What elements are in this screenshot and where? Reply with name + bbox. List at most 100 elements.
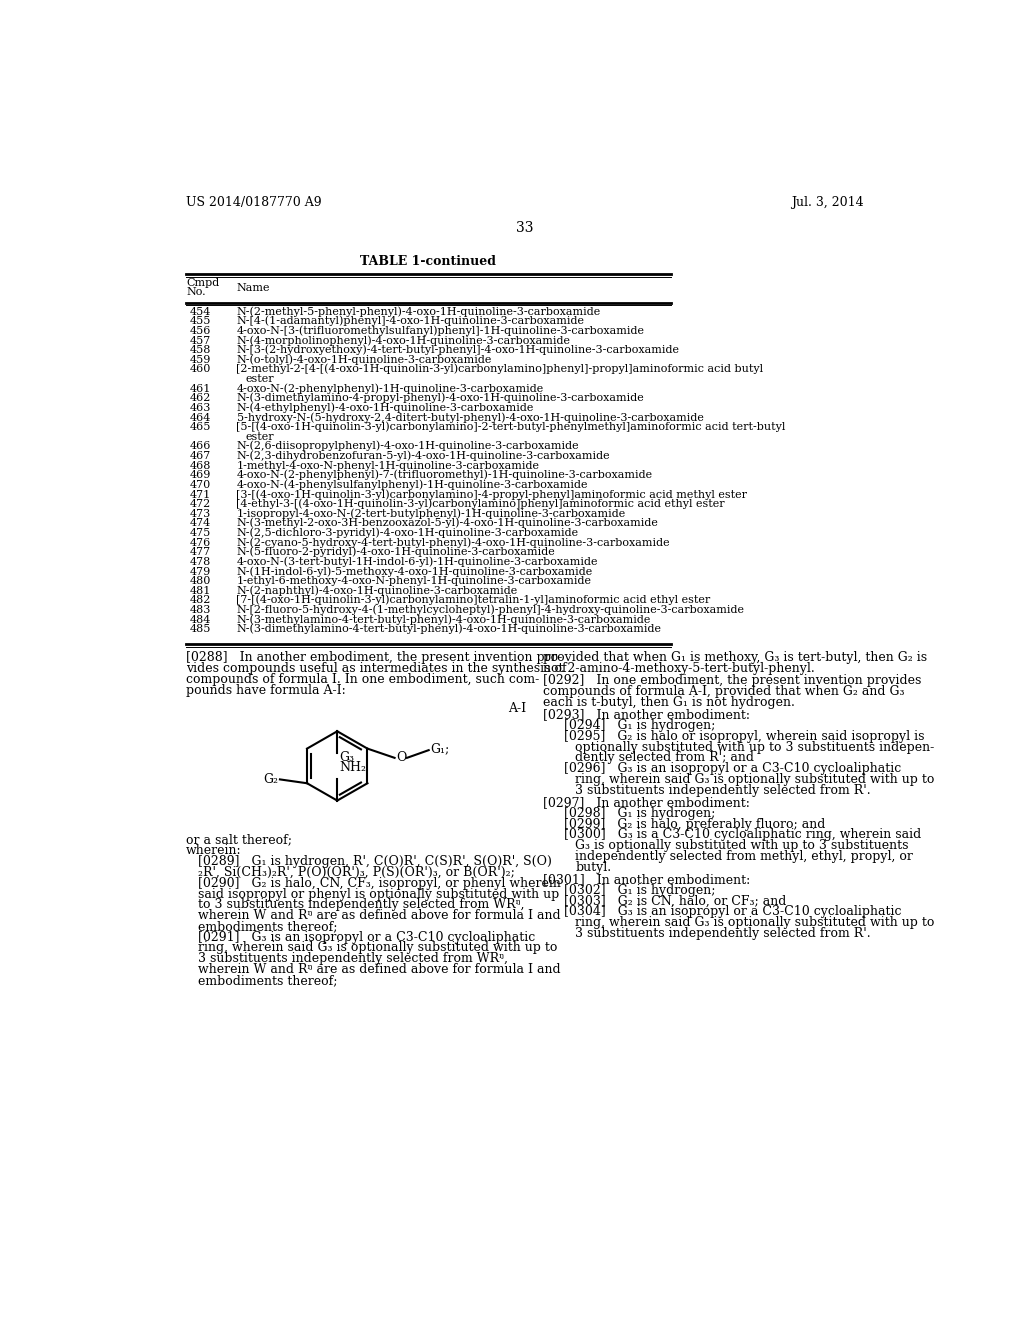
Text: each is t-butyl, then G₁ is not hydrogen.: each is t-butyl, then G₁ is not hydrogen… bbox=[543, 696, 795, 709]
Text: 477: 477 bbox=[190, 548, 211, 557]
Text: [4-ethyl-3-[(4-oxo-1H-quinolin-3-yl)carbonylamino]phenyl]aminoformic acid ethyl : [4-ethyl-3-[(4-oxo-1H-quinolin-3-yl)carb… bbox=[237, 499, 725, 510]
Text: [5-[(4-oxo-1H-quinolin-3-yl)carbonylamino]-2-tert-butyl-phenylmethyl]aminoformic: [5-[(4-oxo-1H-quinolin-3-yl)carbonylamin… bbox=[237, 421, 785, 432]
Text: ring, wherein said G₃ is optionally substituted with up to: ring, wherein said G₃ is optionally subs… bbox=[186, 941, 557, 954]
Text: 475: 475 bbox=[190, 528, 211, 539]
Text: [0292]   In one embodiment, the present invention provides: [0292] In one embodiment, the present in… bbox=[543, 675, 921, 688]
Text: 1-ethyl-6-methoxy-4-oxo-N-phenyl-1H-quinoline-3-carboxamide: 1-ethyl-6-methoxy-4-oxo-N-phenyl-1H-quin… bbox=[237, 577, 592, 586]
Text: [0304]   G₃ is an isopropyl or a C3-C10 cycloaliphatic: [0304] G₃ is an isopropyl or a C3-C10 cy… bbox=[564, 906, 902, 919]
Text: A-I: A-I bbox=[508, 702, 526, 715]
Text: 469: 469 bbox=[190, 470, 211, 480]
Text: N-[3-(2-hydroxyethoxy)-4-tert-butyl-phenyl]-4-oxo-1H-quinoline-3-carboxamide: N-[3-(2-hydroxyethoxy)-4-tert-butyl-phen… bbox=[237, 345, 680, 355]
Text: 4-oxo-N-(2-phenylphenyl)-7-(trifluoromethyl)-1H-quinoline-3-carboxamide: 4-oxo-N-(2-phenylphenyl)-7-(trifluoromet… bbox=[237, 470, 652, 480]
Text: [0294]   G₁ is hydrogen;: [0294] G₁ is hydrogen; bbox=[564, 719, 716, 733]
Text: N-(o-tolyl)-4-oxo-1H-quinoline-3-carboxamide: N-(o-tolyl)-4-oxo-1H-quinoline-3-carboxa… bbox=[237, 354, 492, 364]
Text: independently selected from methyl, ethyl, propyl, or: independently selected from methyl, ethy… bbox=[575, 850, 913, 863]
Text: wherein:: wherein: bbox=[186, 845, 242, 858]
Text: 5-hydroxy-N-(5-hydroxy-2,4-ditert-butyl-phenyl)-4-oxo-1H-quinoline-3-carboxamide: 5-hydroxy-N-(5-hydroxy-2,4-ditert-butyl-… bbox=[237, 412, 703, 422]
Text: 484: 484 bbox=[190, 615, 211, 624]
Text: N-(5-fluoro-2-pyridyl)-4-oxo-1H-quinoline-3-carboxamide: N-(5-fluoro-2-pyridyl)-4-oxo-1H-quinolin… bbox=[237, 546, 555, 557]
Text: N-(2-cyano-5-hydroxy-4-tert-butyl-phenyl)-4-oxo-1H-quinoline-3-carboxamide: N-(2-cyano-5-hydroxy-4-tert-butyl-phenyl… bbox=[237, 537, 670, 548]
Text: [0288]   In another embodiment, the present invention pro-: [0288] In another embodiment, the presen… bbox=[186, 651, 562, 664]
Text: 4-oxo-N-[3-(trifluoromethylsulfanyl)phenyl]-1H-quinoline-3-carboxamide: 4-oxo-N-[3-(trifluoromethylsulfanyl)phen… bbox=[237, 326, 644, 337]
Text: N-(3-methyl-2-oxo-3H-benzooxazol-5-yl)-4-oxo-1H-quinoline-3-carboxamide: N-(3-methyl-2-oxo-3H-benzooxazol-5-yl)-4… bbox=[237, 517, 658, 528]
Text: [2-methyl-2-[4-[(4-oxo-1H-quinolin-3-yl)carbonylamino]phenyl]-propyl]aminoformic: [2-methyl-2-[4-[(4-oxo-1H-quinolin-3-yl)… bbox=[237, 364, 764, 375]
Text: [0296]   G₃ is an isopropyl or a C3-C10 cycloaliphatic: [0296] G₃ is an isopropyl or a C3-C10 cy… bbox=[564, 762, 901, 775]
Text: 462: 462 bbox=[190, 393, 211, 404]
Text: G₃ is optionally substituted with up to 3 substituents: G₃ is optionally substituted with up to … bbox=[575, 840, 908, 853]
Text: 480: 480 bbox=[190, 577, 211, 586]
Text: N-(2-methyl-5-phenyl-phenyl)-4-oxo-1H-quinoline-3-carboxamide: N-(2-methyl-5-phenyl-phenyl)-4-oxo-1H-qu… bbox=[237, 306, 601, 317]
Text: wherein W and Rᵑ are as defined above for formula I and: wherein W and Rᵑ are as defined above fo… bbox=[186, 909, 561, 923]
Text: [7-[(4-oxo-1H-quinolin-3-yl)carbonylamino]tetralin-1-yl]aminoformic acid ethyl e: [7-[(4-oxo-1H-quinolin-3-yl)carbonylamin… bbox=[237, 595, 711, 606]
Text: 479: 479 bbox=[190, 566, 211, 577]
Text: G₁;: G₁; bbox=[430, 742, 450, 755]
Text: vides compounds useful as intermediates in the synthesis of: vides compounds useful as intermediates … bbox=[186, 663, 566, 675]
Text: 471: 471 bbox=[190, 490, 211, 499]
Text: 4-oxo-N-(3-tert-butyl-1H-indol-6-yl)-1H-quinoline-3-carboxamide: 4-oxo-N-(3-tert-butyl-1H-indol-6-yl)-1H-… bbox=[237, 557, 598, 568]
Text: [0291]   G₃ is an isopropyl or a C3-C10 cycloaliphatic: [0291] G₃ is an isopropyl or a C3-C10 cy… bbox=[186, 931, 536, 944]
Text: pounds have formula A-I:: pounds have formula A-I: bbox=[186, 684, 346, 697]
Text: [0293]   In another embodiment:: [0293] In another embodiment: bbox=[543, 709, 750, 721]
Text: 463: 463 bbox=[190, 403, 211, 413]
Text: 461: 461 bbox=[190, 384, 211, 393]
Text: 457: 457 bbox=[190, 335, 211, 346]
Text: optionally substituted with up to 3 substituents indepen-: optionally substituted with up to 3 subs… bbox=[575, 741, 935, 754]
Text: 3 substituents independently selected from R'.: 3 substituents independently selected fr… bbox=[575, 927, 870, 940]
Text: 474: 474 bbox=[190, 519, 211, 528]
Text: 470: 470 bbox=[190, 480, 211, 490]
Text: TABLE 1-continued: TABLE 1-continued bbox=[359, 255, 496, 268]
Text: N-(2,5-dichloro-3-pyridyl)-4-oxo-1H-quinoline-3-carboxamide: N-(2,5-dichloro-3-pyridyl)-4-oxo-1H-quin… bbox=[237, 528, 579, 539]
Text: [0290]   G₂ is halo, CN, CF₃, isopropyl, or phenyl wherein: [0290] G₂ is halo, CN, CF₃, isopropyl, o… bbox=[186, 876, 561, 890]
Text: N-(3-dimethylamino-4-propyl-phenyl)-4-oxo-1H-quinoline-3-carboxamide: N-(3-dimethylamino-4-propyl-phenyl)-4-ox… bbox=[237, 393, 644, 404]
Text: 468: 468 bbox=[190, 461, 211, 471]
Text: said isopropyl or phenyl is optionally substituted with up: said isopropyl or phenyl is optionally s… bbox=[186, 887, 559, 900]
Text: No.: No. bbox=[186, 288, 206, 297]
Text: 485: 485 bbox=[190, 624, 211, 635]
Text: butyl.: butyl. bbox=[575, 861, 611, 874]
Text: N-(2-naphthyl)-4-oxo-1H-quinoline-3-carboxamide: N-(2-naphthyl)-4-oxo-1H-quinoline-3-carb… bbox=[237, 585, 518, 595]
Text: [0297]   In another embodiment:: [0297] In another embodiment: bbox=[543, 796, 750, 809]
Text: 1-isopropyl-4-oxo-N-(2-tert-butylphenyl)-1H-quinoline-3-carboxamide: 1-isopropyl-4-oxo-N-(2-tert-butylphenyl)… bbox=[237, 508, 626, 519]
Text: [3-[(4-oxo-1H-quinolin-3-yl)carbonylamino]-4-propyl-phenyl]aminoformic acid meth: [3-[(4-oxo-1H-quinolin-3-yl)carbonylamin… bbox=[237, 488, 748, 499]
Text: embodiments thereof;: embodiments thereof; bbox=[186, 920, 338, 933]
Text: 4-oxo-N-(4-phenylsulfanylphenyl)-1H-quinoline-3-carboxamide: 4-oxo-N-(4-phenylsulfanylphenyl)-1H-quin… bbox=[237, 479, 588, 490]
Text: G₂: G₂ bbox=[263, 774, 278, 787]
Text: 465: 465 bbox=[190, 422, 211, 432]
Text: compounds of formula A-I, provided that when G₂ and G₃: compounds of formula A-I, provided that … bbox=[543, 685, 904, 698]
Text: N-[2-fluoro-5-hydroxy-4-(1-methylcycloheptyl)-phenyl]-4-hydroxy-quinoline-3-carb: N-[2-fluoro-5-hydroxy-4-(1-methylcyclohe… bbox=[237, 605, 744, 615]
Text: 456: 456 bbox=[190, 326, 211, 337]
Text: 472: 472 bbox=[190, 499, 211, 510]
Text: 458: 458 bbox=[190, 346, 211, 355]
Text: 482: 482 bbox=[190, 595, 211, 606]
Text: [0299]   G₂ is halo, preferably fluoro; and: [0299] G₂ is halo, preferably fluoro; an… bbox=[564, 817, 825, 830]
Text: dently selected from R'; and: dently selected from R'; and bbox=[575, 751, 754, 764]
Text: 459: 459 bbox=[190, 355, 211, 364]
Text: N-(2,3-dihydrobenzofuran-5-yl)-4-oxo-1H-quinoline-3-carboxamide: N-(2,3-dihydrobenzofuran-5-yl)-4-oxo-1H-… bbox=[237, 450, 610, 461]
Text: not 2-amino-4-methoxy-5-tert-butyl-phenyl.: not 2-amino-4-methoxy-5-tert-butyl-pheny… bbox=[543, 663, 814, 675]
Text: N-(3-dimethylamino-4-tert-butyl-phenyl)-4-oxo-1H-quinoline-3-carboxamide: N-(3-dimethylamino-4-tert-butyl-phenyl)-… bbox=[237, 624, 662, 635]
Text: 467: 467 bbox=[190, 451, 211, 461]
Text: 3 substituents independently selected from WRᵑ,: 3 substituents independently selected fr… bbox=[186, 952, 508, 965]
Text: ester: ester bbox=[246, 432, 274, 442]
Text: 478: 478 bbox=[190, 557, 211, 568]
Text: 483: 483 bbox=[190, 605, 211, 615]
Text: O: O bbox=[396, 751, 407, 764]
Text: 454: 454 bbox=[190, 306, 211, 317]
Text: 1-methyl-4-oxo-N-phenyl-1H-quinoline-3-carboxamide: 1-methyl-4-oxo-N-phenyl-1H-quinoline-3-c… bbox=[237, 461, 540, 471]
Text: [0303]   G₂ is CN, halo, or CF₃; and: [0303] G₂ is CN, halo, or CF₃; and bbox=[564, 895, 786, 908]
Text: N-(4-ethylphenyl)-4-oxo-1H-quinoline-3-carboxamide: N-(4-ethylphenyl)-4-oxo-1H-quinoline-3-c… bbox=[237, 403, 534, 413]
Text: NH₂: NH₂ bbox=[340, 762, 367, 775]
Text: [0302]   G₁ is hydrogen;: [0302] G₁ is hydrogen; bbox=[564, 884, 716, 896]
Text: Jul. 3, 2014: Jul. 3, 2014 bbox=[791, 197, 863, 209]
Text: N-(1H-indol-6-yl)-5-methoxy-4-oxo-1H-quinoline-3-carboxamide: N-(1H-indol-6-yl)-5-methoxy-4-oxo-1H-qui… bbox=[237, 566, 593, 577]
Text: G₃: G₃ bbox=[340, 751, 354, 763]
Text: [0295]   G₂ is halo or isopropyl, wherein said isopropyl is: [0295] G₂ is halo or isopropyl, wherein … bbox=[564, 730, 925, 743]
Text: ester: ester bbox=[246, 374, 274, 384]
Text: [0298]   G₁ is hydrogen;: [0298] G₁ is hydrogen; bbox=[564, 807, 716, 820]
Text: 476: 476 bbox=[190, 537, 211, 548]
Text: [0289]   G₁ is hydrogen, R', C(O)R', C(S)R', S(O)R', S(O): [0289] G₁ is hydrogen, R', C(O)R', C(S)R… bbox=[186, 855, 552, 869]
Text: ring, wherein said G₃ is optionally substituted with up to: ring, wherein said G₃ is optionally subs… bbox=[575, 774, 935, 785]
Text: N-(3-methylamino-4-tert-butyl-phenyl)-4-oxo-1H-quinoline-3-carboxamide: N-(3-methylamino-4-tert-butyl-phenyl)-4-… bbox=[237, 614, 651, 624]
Text: embodiments thereof;: embodiments thereof; bbox=[186, 974, 338, 987]
Text: N-(4-morpholinophenyl)-4-oxo-1H-quinoline-3-carboxamide: N-(4-morpholinophenyl)-4-oxo-1H-quinolin… bbox=[237, 335, 570, 346]
